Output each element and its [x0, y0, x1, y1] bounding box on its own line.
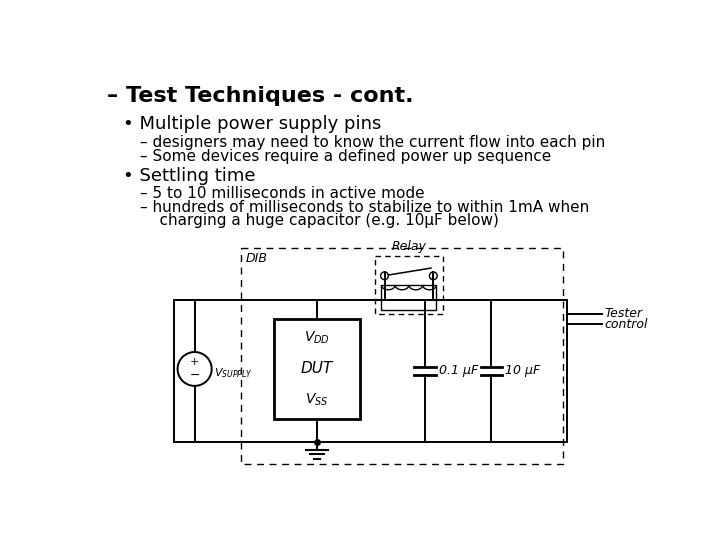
Text: Relay: Relay — [392, 240, 426, 253]
Text: $V_{DD}$: $V_{DD}$ — [304, 330, 330, 346]
Text: – designers may need to know the current flow into each pin: – designers may need to know the current… — [140, 135, 606, 150]
Text: – Some devices require a defined power up sequence: – Some devices require a defined power u… — [140, 148, 552, 164]
Text: charging a huge capacitor (e.g. 10μF below): charging a huge capacitor (e.g. 10μF bel… — [140, 213, 499, 228]
Text: • Settling time: • Settling time — [122, 167, 255, 185]
Bar — [382, 285, 436, 309]
Text: 0.1 μF: 0.1 μF — [438, 364, 478, 377]
Text: DIB: DIB — [246, 252, 268, 265]
Text: – Test Techniques - cont.: – Test Techniques - cont. — [107, 86, 413, 106]
Text: 10 μF: 10 μF — [505, 364, 541, 377]
Text: – hundreds of milliseconds to stabilize to within 1mA when: – hundreds of milliseconds to stabilize … — [140, 200, 590, 214]
Text: Tester: Tester — [605, 307, 643, 320]
Text: • Multiple power supply pins: • Multiple power supply pins — [122, 115, 381, 133]
Text: DUT: DUT — [301, 361, 333, 376]
Text: +: + — [190, 357, 199, 367]
Text: −: − — [189, 369, 200, 382]
Text: control: control — [605, 318, 648, 331]
Text: $V_{SS}$: $V_{SS}$ — [305, 392, 329, 408]
Text: $V_{SUPPLY}$: $V_{SUPPLY}$ — [214, 366, 253, 380]
Text: – 5 to 10 milliseconds in active mode: – 5 to 10 milliseconds in active mode — [140, 186, 425, 201]
Bar — [274, 319, 360, 419]
